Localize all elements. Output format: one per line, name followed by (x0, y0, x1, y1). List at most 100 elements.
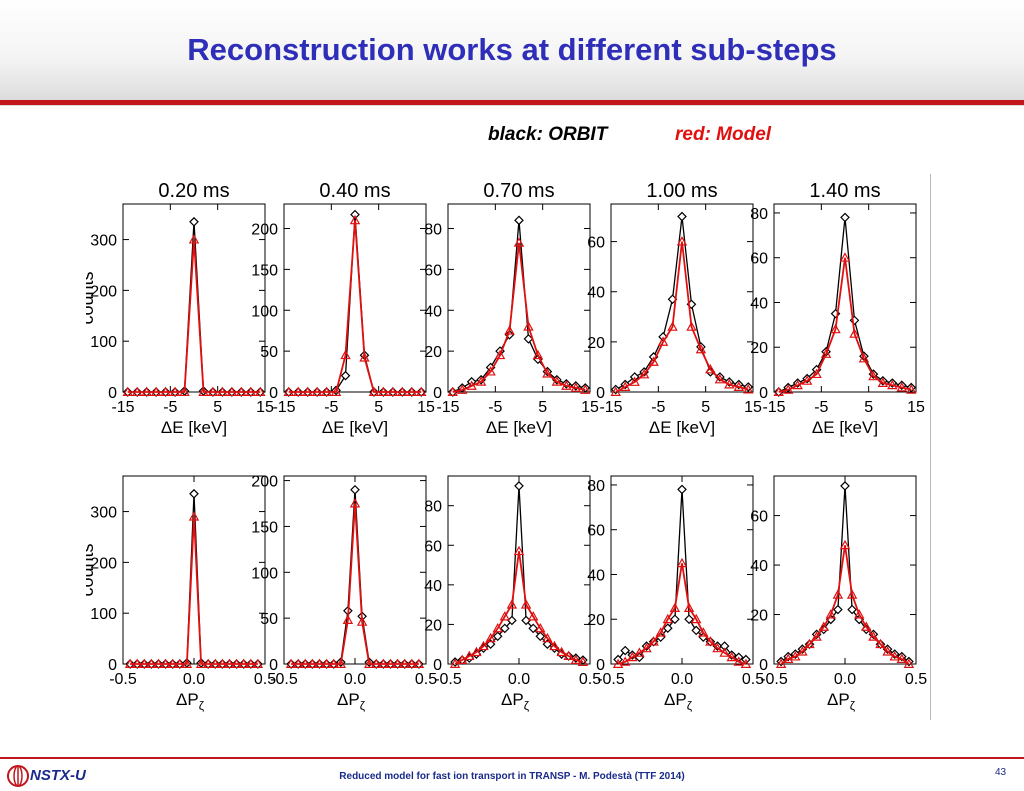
marker-model (255, 386, 266, 396)
y-axis-label: counts (86, 271, 97, 324)
marker-model (302, 386, 313, 396)
marker-model (690, 613, 702, 624)
marker-orbit (684, 614, 694, 625)
marker-model (504, 325, 515, 335)
marker-model (485, 632, 496, 643)
marker-model (804, 638, 815, 649)
marker-model (146, 658, 157, 668)
x-axis-label: ΔPζ (827, 690, 856, 713)
marker-model (818, 621, 829, 631)
marker-model (561, 380, 572, 390)
marker-model (889, 651, 900, 661)
marker-model (882, 646, 893, 656)
y-tick-label: 40 (424, 303, 442, 320)
y-tick-label: 20 (424, 344, 442, 361)
marker-orbit (840, 212, 850, 223)
x-axis-label-subscript: ζ (199, 699, 205, 713)
y-tick-label: 100 (251, 565, 278, 582)
marker-model (475, 376, 487, 386)
y-tick-label: 0 (596, 385, 605, 402)
x-tick-label: -15 (436, 399, 459, 416)
marker-model (466, 380, 477, 390)
marker-model (577, 656, 589, 666)
marker-orbit (514, 215, 524, 226)
x-tick-label: -15 (762, 399, 785, 416)
x-tick-label: 5 (213, 399, 222, 416)
marker-model (839, 539, 851, 550)
marker-orbit (350, 209, 360, 220)
marker-orbit (719, 641, 730, 651)
series-line-model (778, 257, 912, 393)
marker-model (139, 658, 150, 668)
y-tick-label: 80 (424, 222, 442, 239)
marker-model (542, 632, 553, 643)
marker-orbit (492, 631, 503, 642)
marker-model (532, 349, 544, 360)
panel-title: 1.40 ms (809, 180, 880, 202)
y-tick-label: 200 (251, 222, 278, 239)
marker-model (492, 622, 503, 633)
y-tick-label: 100 (251, 303, 278, 320)
marker-model (252, 658, 264, 668)
x-axis-label: ΔPζ (501, 690, 530, 713)
marker-model (782, 653, 794, 664)
footer-rule (0, 757, 1024, 759)
marker-model (368, 386, 380, 396)
marker-orbit (499, 623, 510, 634)
marker-model (797, 646, 808, 656)
marker-model (141, 386, 152, 396)
marker-orbit (340, 370, 351, 381)
marker-model (471, 646, 482, 657)
marker-model (174, 658, 186, 668)
marker-model (356, 616, 368, 626)
marker-model (226, 386, 238, 396)
y-tick-label: 0 (269, 385, 278, 402)
marker-model (887, 379, 898, 390)
y-tick-label: 200 (251, 474, 278, 491)
marker-orbit (528, 623, 539, 634)
x-tick-label: 15 (581, 399, 599, 416)
x-tick-label: -0.5 (109, 671, 137, 688)
y-tick-label: 0 (108, 385, 117, 402)
marker-model (169, 386, 181, 396)
series-line-orbit (617, 489, 747, 661)
chart-panel-2: 0.40 ms 0 50 100 150 200 -15 -5 5 15 ΔE [keV] (251, 180, 435, 437)
x-axis-label-subscript: ζ (687, 699, 693, 713)
x-tick-label: -15 (111, 399, 134, 416)
marker-model (513, 545, 525, 556)
series-line-model (288, 220, 422, 393)
x-axis-label-subscript: ζ (524, 699, 530, 713)
marker-model (478, 640, 489, 651)
marker-orbit (189, 488, 199, 499)
marker-model (397, 386, 408, 396)
slide-header (0, 0, 1024, 106)
marker-model (399, 658, 410, 668)
x-tick-label: 0.0 (183, 671, 205, 688)
x-tick-label: -0.5 (760, 671, 788, 688)
x-tick-label: 0.0 (834, 671, 856, 688)
marker-model (648, 636, 659, 646)
marker-orbit (691, 625, 702, 636)
marker-model (447, 386, 458, 396)
y-tick-label: 300 (90, 505, 117, 522)
y-tick-label: 40 (750, 295, 768, 312)
marker-model (283, 386, 294, 396)
marker-model (877, 377, 889, 388)
marker-model (314, 658, 325, 668)
y-tick-label: 80 (750, 206, 768, 223)
y-tick-label: 0 (433, 657, 442, 674)
marker-model (657, 336, 669, 346)
series-line-model (452, 242, 586, 393)
x-tick-label: -5 (488, 399, 502, 416)
chart-panel-5: 1.40 ms 0 20 40 60 80 -15 -5 5 15 ΔE [keV] (750, 180, 925, 437)
marker-model (179, 386, 190, 396)
marker-model (775, 658, 787, 668)
marker-model (520, 599, 532, 609)
y-tick-label: 0 (433, 385, 442, 402)
marker-orbit (514, 481, 524, 491)
y-tick-label: 50 (260, 344, 278, 361)
plot-frame (447, 475, 591, 665)
series-line-orbit (778, 217, 912, 393)
legend-model: red: Model (675, 124, 772, 145)
x-tick-label: -5 (651, 399, 665, 416)
